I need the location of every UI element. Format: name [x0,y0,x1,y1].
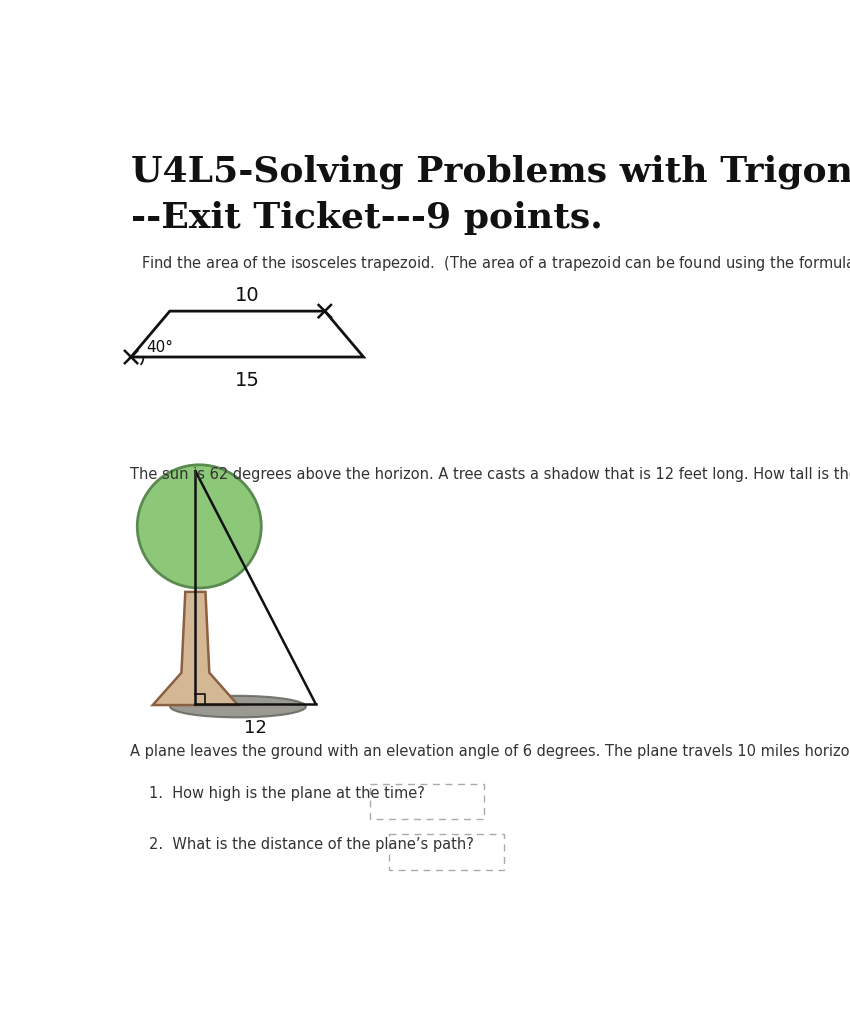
Text: 10: 10 [235,286,259,305]
Text: 12: 12 [244,719,267,737]
Text: U4L5-Solving Problems with Trigonometry-----: U4L5-Solving Problems with Trigonometry-… [131,155,850,189]
Text: Find the area of the isosceles trapezoid.  (The area of a trapezoid can be found: Find the area of the isosceles trapezoid… [141,251,850,277]
Text: 2.  What is the distance of the plane’s path?: 2. What is the distance of the plane’s p… [149,837,473,852]
Circle shape [137,465,261,588]
Text: 1.  How high is the plane at the time?: 1. How high is the plane at the time? [149,786,425,801]
Ellipse shape [170,696,306,718]
Text: --Exit Ticket---9 points.: --Exit Ticket---9 points. [131,202,603,235]
Text: 40°: 40° [146,340,173,355]
Text: A plane leaves the ground with an elevation angle of 6 degrees. The plane travel: A plane leaves the ground with an elevat… [129,744,850,759]
Polygon shape [153,591,238,705]
Text: The sun is 62 degrees above the horizon. A tree casts a shadow that is 12 feet l: The sun is 62 degrees above the horizon.… [129,467,850,483]
Text: 15: 15 [235,371,260,390]
